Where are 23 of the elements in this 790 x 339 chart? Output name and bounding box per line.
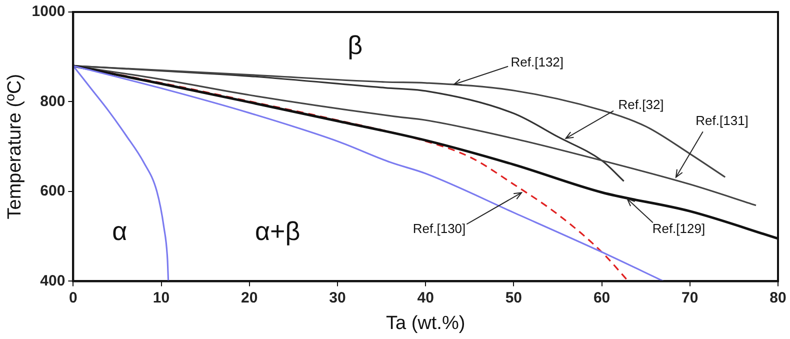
x-tick-label: 0: [68, 289, 78, 306]
y-tick-label: 1000: [32, 3, 66, 20]
annotation: Ref.[129]: [652, 220, 706, 236]
annotation: Ref.[132]: [510, 54, 564, 70]
y-tick-label: 400: [40, 272, 66, 290]
annotation: Ref.[131]: [696, 113, 748, 128]
x-tick-label: 20: [241, 289, 258, 306]
annotation: Ref.[130]: [412, 221, 466, 236]
annotation: β: [348, 30, 363, 60]
x-tick-label: 80: [770, 289, 786, 306]
x-tick-label: 30: [329, 289, 346, 306]
y-tick-label: 800: [40, 92, 66, 110]
annotation: α+β: [254, 216, 300, 246]
x-axis-title: Ta (wt.%): [386, 312, 466, 334]
x-tick-label: 10: [152, 289, 170, 306]
x-tick-label: 50: [505, 289, 522, 306]
annotation: α: [112, 216, 128, 246]
y-tick-label: 600: [40, 182, 66, 200]
annotation: Ref.[32]: [618, 97, 664, 112]
x-tick-label: 60: [593, 289, 610, 306]
x-tick-label: 40: [417, 289, 434, 306]
x-tick-label: 70: [682, 289, 698, 306]
y-axis-title: Temperature (ºC): [4, 74, 26, 220]
